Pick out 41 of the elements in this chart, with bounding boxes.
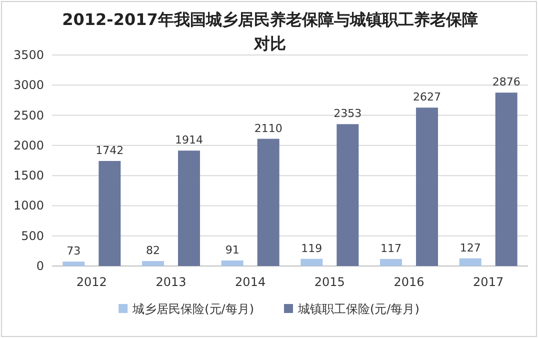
y-tick-label: 1000 xyxy=(13,198,44,213)
data-label: 1914 xyxy=(175,134,203,147)
x-tick-label: 2014 xyxy=(235,275,266,289)
data-label: 127 xyxy=(460,241,481,254)
x-tick-label: 2016 xyxy=(394,275,424,289)
data-label: 91 xyxy=(225,244,240,257)
y-tick-label: 3000 xyxy=(13,78,44,92)
bar xyxy=(380,258,402,266)
x-tick-label: 2013 xyxy=(156,275,186,289)
y-tick-label: 1500 xyxy=(13,168,44,183)
data-label: 82 xyxy=(146,244,160,258)
data-label: 73 xyxy=(66,244,81,258)
x-tick-label: 2017 xyxy=(473,275,504,289)
y-tick-label: 500 xyxy=(21,228,44,243)
bar xyxy=(300,258,323,266)
y-tick-label: 3500 xyxy=(13,48,44,62)
bar xyxy=(336,124,359,266)
data-label: 2627 xyxy=(413,90,441,104)
bar xyxy=(459,258,482,266)
legend-label: 城乡居民保险(元/每月) xyxy=(132,302,254,316)
y-tick-label: 0 xyxy=(36,259,44,273)
data-label: 2110 xyxy=(254,122,282,135)
legend-label: 城镇职工保险(元/每月) xyxy=(297,302,420,316)
data-label: 2876 xyxy=(492,76,520,89)
x-tick-label: 2012 xyxy=(76,275,107,289)
data-label: 1742 xyxy=(96,144,124,157)
y-tick-label: 2500 xyxy=(13,108,44,122)
bar xyxy=(178,150,200,266)
y-tick-label: 2000 xyxy=(13,138,44,152)
chart-title: 2012-2017年我国城乡居民养老保障与城镇职工养老保障对比 xyxy=(61,9,479,55)
bar xyxy=(257,138,280,266)
data-label: 2353 xyxy=(334,107,362,120)
x-tick-label: 2015 xyxy=(314,275,345,289)
data-label: 117 xyxy=(380,242,402,255)
data-label: 119 xyxy=(301,242,322,255)
bar xyxy=(416,108,438,266)
bar xyxy=(142,261,164,266)
bar xyxy=(98,160,121,266)
bar xyxy=(221,260,244,266)
bar xyxy=(62,262,85,266)
bar xyxy=(495,92,518,266)
